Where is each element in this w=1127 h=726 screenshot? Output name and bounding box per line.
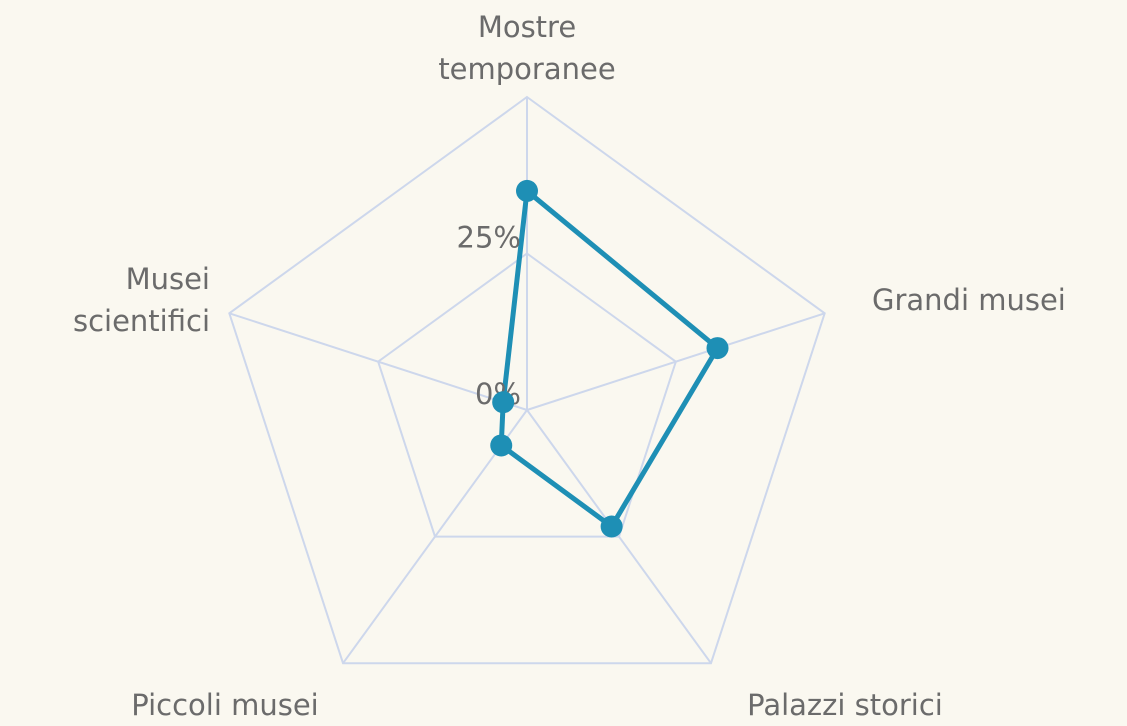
category-label: Palazzi storici: [747, 688, 943, 722]
data-point: [706, 337, 729, 360]
category-label: Piccoli musei: [131, 688, 319, 722]
data-point: [490, 434, 513, 457]
data-point: [492, 391, 515, 414]
series-line: [498, 188, 721, 529]
grid-ring: [228, 95, 826, 665]
data-point: [600, 515, 623, 538]
category-label: Musei scientifici: [72, 262, 210, 338]
grid-ring: [376, 252, 678, 538]
category-label: Mostre temporanee: [438, 10, 616, 86]
data-point: [516, 179, 538, 202]
category-label: Grandi musei: [872, 283, 1066, 317]
y-tick-label: 25%: [457, 221, 521, 255]
